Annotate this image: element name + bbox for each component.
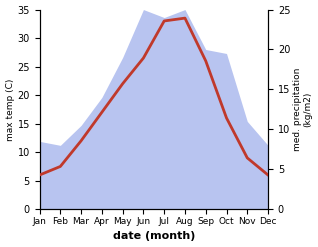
Y-axis label: max temp (C): max temp (C): [5, 78, 15, 141]
Y-axis label: med. precipitation
(kg/m2): med. precipitation (kg/m2): [293, 68, 313, 151]
X-axis label: date (month): date (month): [113, 231, 195, 242]
